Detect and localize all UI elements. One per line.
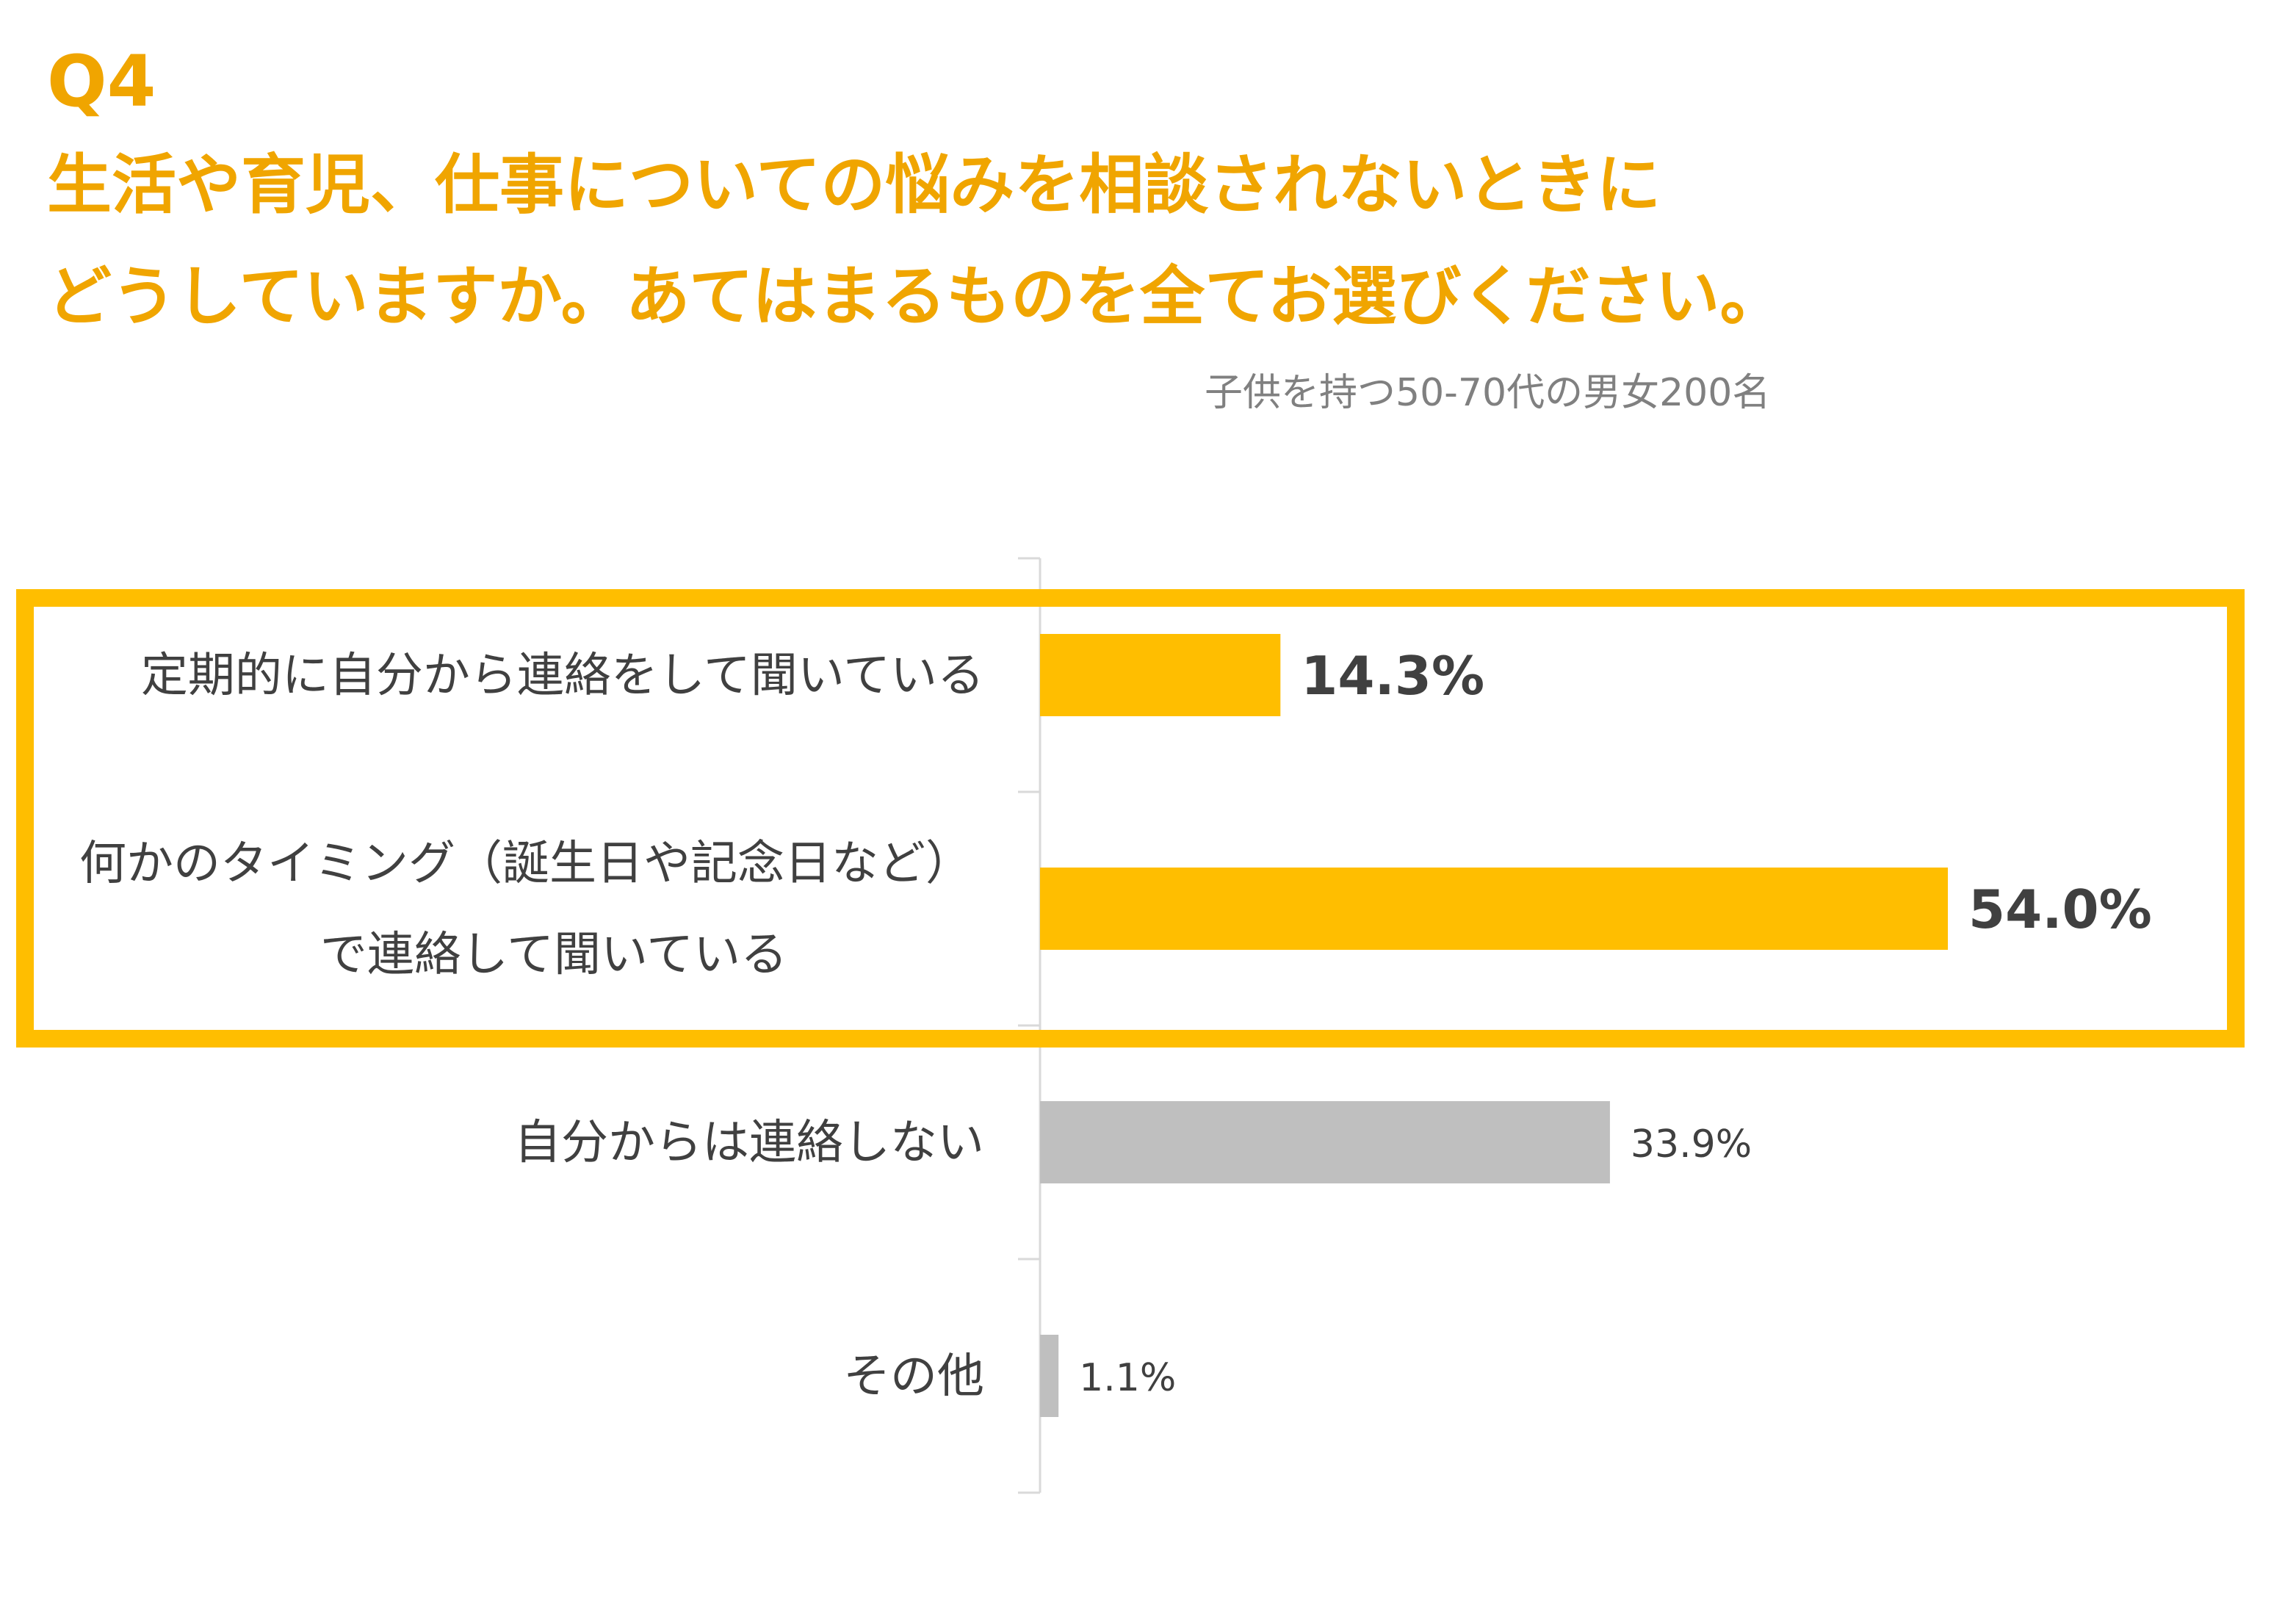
category-label-4: その他 <box>843 1349 984 1404</box>
bar-4 <box>1040 1335 1059 1417</box>
highlight-frame <box>16 589 2245 1048</box>
category-label-1: 定期的に自分から連絡をして聞いている <box>141 649 984 703</box>
question-number: Q4 <box>47 40 156 123</box>
value-label-2: 54.0% <box>1968 879 2152 940</box>
question-line-2: どうしていますか。あてはまるものを全てお選びください。 <box>47 259 1785 334</box>
category-label-3: 自分からは連絡しない <box>514 1116 984 1170</box>
bar-1 <box>1040 634 1281 716</box>
value-label-4: 1.1% <box>1079 1356 1176 1400</box>
sample-note: 子供を持つ50-70代の男女200名 <box>1205 371 1771 415</box>
question-text: 生活や育児、仕事についての悩みを相談されないときに どうしていますか。あてはまる… <box>47 129 1784 353</box>
value-label-3: 33.9% <box>1631 1122 1752 1167</box>
question-line-1: 生活や育児、仕事についての悩みを相談されないときに <box>47 147 1661 223</box>
category-label-2-line-1: 何かのタイミング（誕生日や記念日など） <box>79 837 972 891</box>
bar-2 <box>1040 868 1948 950</box>
category-label-2-line-2: で連絡して聞いている <box>320 928 787 982</box>
value-label-1: 14.3% <box>1301 645 1484 707</box>
bar-3 <box>1040 1101 1610 1183</box>
